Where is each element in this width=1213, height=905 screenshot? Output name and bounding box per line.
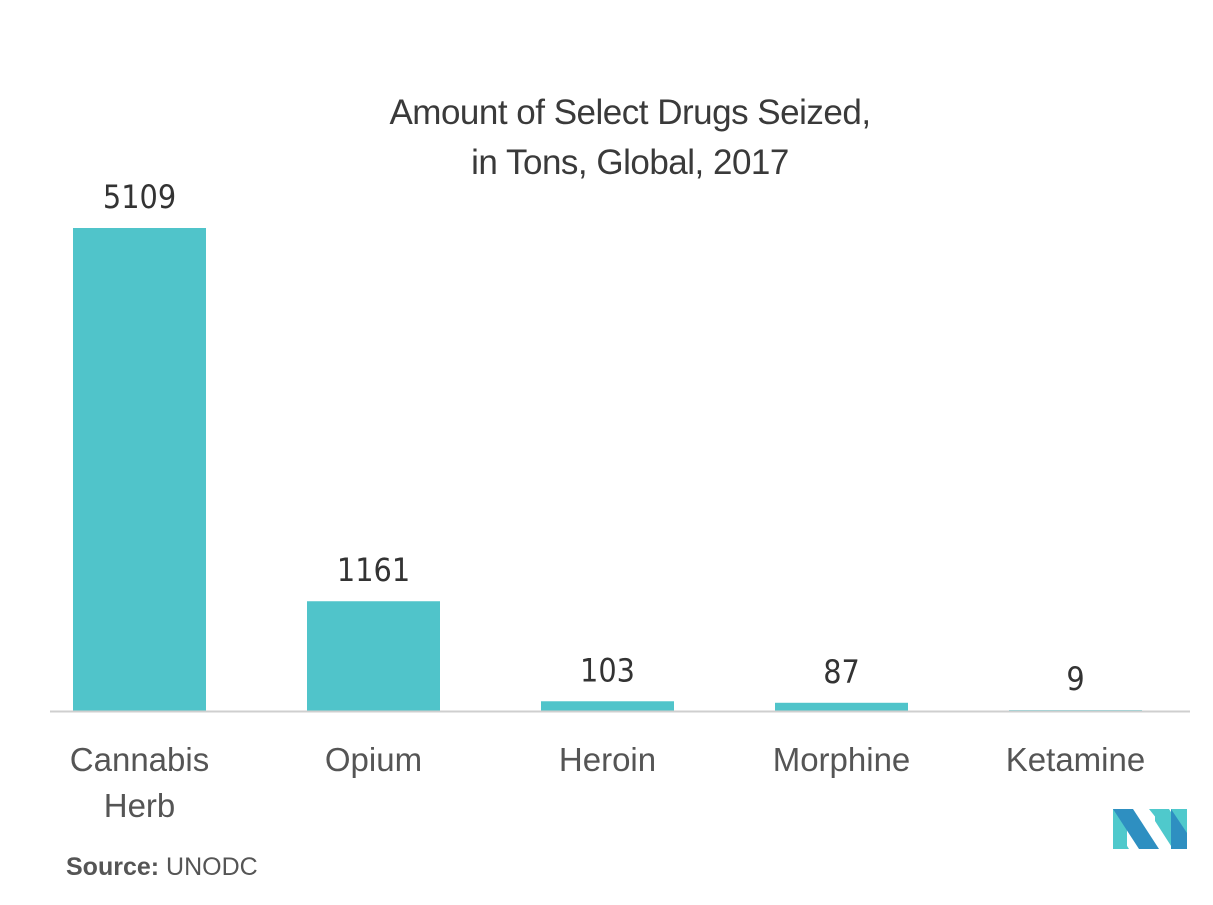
data-label: 87: [823, 653, 860, 691]
chart-title: Amount of Select Drugs Seized, in Tons, …: [0, 88, 1213, 188]
bar-3: [775, 702, 908, 711]
bar-2: [541, 701, 674, 711]
bar-0: [73, 228, 206, 711]
title-line-1: Amount of Select Drugs Seized,: [389, 93, 871, 132]
title-line-2: in Tons, Global, 2017: [471, 143, 789, 182]
source-value: UNODC: [166, 853, 258, 881]
brand-logo: [1113, 809, 1187, 849]
tick-label: Opium: [325, 741, 422, 778]
source-note: Source: UNODC: [66, 853, 258, 882]
data-label: 103: [580, 651, 635, 689]
data-label: 1161: [337, 551, 410, 589]
tick-label: Ketamine: [1006, 741, 1145, 778]
tick-label: Herb: [104, 787, 176, 824]
bar-1: [307, 601, 440, 711]
source-label: Source:: [66, 853, 160, 881]
data-label: 5109: [103, 178, 176, 216]
tick-label: Cannabis: [70, 741, 209, 778]
tick-label: Heroin: [559, 741, 656, 778]
data-label: 9: [1066, 660, 1084, 698]
tick-label: Morphine: [773, 741, 911, 778]
